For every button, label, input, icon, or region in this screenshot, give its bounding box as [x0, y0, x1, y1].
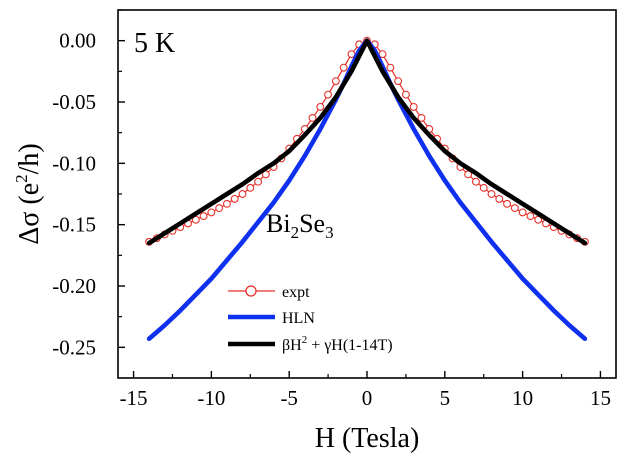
x-tick-label: 5 [440, 386, 451, 410]
x-tick-label: -5 [280, 386, 298, 410]
series-expt-point [510, 204, 519, 213]
series-expt-point [331, 77, 340, 86]
series-expt-point [394, 77, 403, 86]
series-expt-point [534, 215, 543, 224]
series-expt-point [339, 63, 348, 72]
legend-fit-label: βH2 + γH(1-14T) [282, 334, 393, 354]
x-tick-label: 10 [512, 386, 533, 410]
axes: -15 -10 -5 0 5 10 15 0.00 -0.05 -0.10 -0.15 -0.20 -0… [52, 9, 611, 410]
plot-area [145, 36, 589, 342]
legend-expt-marker [245, 285, 257, 297]
series-expt-point [254, 177, 263, 186]
plot-frame [117, 9, 617, 379]
series-expt-point [215, 204, 224, 213]
y-tick-label: -0.15 [52, 213, 96, 237]
y-tick-label: -0.20 [52, 274, 96, 298]
series-fit-line [146, 38, 588, 246]
series-expt-point [487, 190, 496, 198]
series-expt-point [207, 208, 216, 217]
series-expt-point [347, 50, 356, 59]
legend-hln-label: HLN [282, 310, 315, 327]
legend: expt HLN βH2 + γH(1-14T) [228, 284, 393, 354]
x-axis-title: H (Tesla) [315, 423, 420, 454]
temperature-annotation: 5 K [134, 28, 175, 59]
series-expt-point [479, 183, 488, 192]
material-annotation: Bi2Se3 [266, 209, 334, 242]
y-tick-label: -0.25 [52, 335, 96, 359]
legend-fit-part-a: βH [282, 337, 302, 354]
series-expt-point [401, 90, 410, 99]
series-expt-point [378, 50, 387, 59]
series-expt-point [261, 170, 270, 179]
series-expt-point [222, 199, 231, 208]
series-expt-point [191, 215, 200, 224]
y-tick-label: 0.00 [59, 29, 96, 53]
series-expt-point [495, 194, 504, 203]
y-axis-title: Δσ (e2/h) [12, 143, 45, 244]
x-tick-label: -10 [197, 386, 225, 410]
series-expt-point [199, 212, 208, 221]
series-expt-point [230, 194, 239, 203]
series-expt-point [471, 177, 480, 186]
material-part-b: 2 [291, 223, 300, 242]
y-title-sup: 2 [12, 174, 31, 183]
y-tick-label: -0.10 [52, 151, 96, 175]
series-expt-point [324, 90, 333, 99]
series-expt-point [316, 102, 325, 111]
series-expt-point [417, 113, 426, 122]
series-expt-point [409, 102, 418, 111]
legend-fit-part-c: + γH(1-14T) [307, 337, 392, 354]
material-part-c: Se [299, 209, 325, 238]
series-expt-point [308, 113, 317, 122]
series-expt-point [518, 208, 527, 217]
legend-fit-part-b: 2 [302, 334, 308, 346]
x-tick-label: 15 [590, 386, 611, 410]
y-title-suffix: /h) [14, 143, 45, 174]
legend-expt-label: expt [282, 284, 310, 301]
series-expt-point [464, 170, 473, 179]
series-expt-point [246, 183, 255, 192]
series-expt-point [386, 63, 395, 72]
x-tick-label: 0 [362, 386, 373, 410]
y-tick-label: -0.05 [52, 90, 96, 114]
series-expt-point [526, 212, 535, 221]
material-part-a: Bi [266, 209, 291, 238]
y-title-prefix: Δσ (e [14, 183, 45, 245]
series-expt-point [503, 199, 512, 208]
material-part-d: 3 [325, 223, 334, 242]
series-hln-line [146, 38, 588, 342]
series-expt-point [238, 190, 247, 198]
x-tick-label: -15 [120, 386, 148, 410]
